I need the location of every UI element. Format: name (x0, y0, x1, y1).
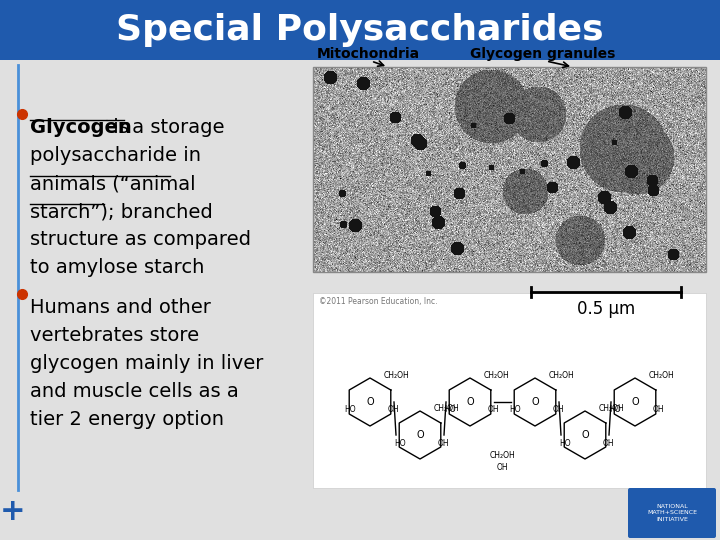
Text: OH: OH (388, 406, 400, 415)
Text: HO: HO (559, 438, 571, 448)
Text: O: O (466, 397, 474, 407)
Text: HO: HO (609, 406, 621, 415)
Text: OH: OH (488, 406, 500, 415)
Text: and muscle cells as a: and muscle cells as a (30, 382, 239, 401)
Text: to amylose starch: to amylose starch (30, 258, 204, 277)
Text: animals (“animal: animals (“animal (30, 174, 196, 193)
Text: vertebrates store: vertebrates store (30, 326, 199, 345)
Text: HO: HO (394, 438, 405, 448)
Text: NATIONAL
MATH+SCIENCE
INITIATIVE: NATIONAL MATH+SCIENCE INITIATIVE (647, 504, 697, 522)
Text: CH₂OH: CH₂OH (549, 371, 575, 380)
Text: Glycogen granules: Glycogen granules (470, 47, 616, 61)
Text: O: O (581, 430, 589, 440)
Text: a storage: a storage (126, 118, 225, 137)
Text: HO: HO (344, 406, 356, 415)
Text: O: O (416, 430, 424, 440)
Text: HO: HO (444, 406, 456, 415)
Bar (313, 67, 706, 272)
Text: O: O (631, 397, 639, 407)
Text: polysaccharide in: polysaccharide in (30, 146, 201, 165)
Text: OH: OH (653, 406, 665, 415)
Text: Special Polysaccharides: Special Polysaccharides (116, 13, 604, 47)
Text: starch”); branched: starch”); branched (30, 202, 212, 221)
Text: CH₂OH: CH₂OH (434, 404, 460, 413)
Text: CH₂OH: CH₂OH (649, 371, 675, 380)
Text: glycogen mainly in liver: glycogen mainly in liver (30, 354, 264, 373)
Text: CH₂OH: CH₂OH (489, 451, 515, 460)
Text: Glycogen: Glycogen (30, 118, 132, 137)
Text: OH: OH (438, 438, 449, 448)
Text: O: O (366, 397, 374, 407)
Text: Mitochondria: Mitochondria (316, 47, 420, 61)
Bar (0, 0, 720, 60)
Text: ©2011 Pearson Education, Inc.: ©2011 Pearson Education, Inc. (319, 297, 438, 306)
Text: CH₂OH: CH₂OH (599, 404, 625, 413)
Text: structure as compared: structure as compared (30, 230, 251, 249)
Text: Humans and other: Humans and other (30, 298, 211, 317)
Text: OH: OH (496, 463, 508, 472)
Text: is: is (107, 118, 129, 137)
Text: OH: OH (553, 406, 564, 415)
Text: O: O (531, 397, 539, 407)
Text: CH₂OH: CH₂OH (384, 371, 410, 380)
Text: tier 2 energy option: tier 2 energy option (30, 410, 224, 429)
Text: HO: HO (509, 406, 521, 415)
Text: OH: OH (603, 438, 615, 448)
Text: CH₂OH: CH₂OH (484, 371, 510, 380)
FancyBboxPatch shape (628, 488, 716, 538)
Text: 0.5 μm: 0.5 μm (577, 300, 635, 318)
Bar (313, 293, 706, 488)
Text: +: + (0, 497, 26, 526)
